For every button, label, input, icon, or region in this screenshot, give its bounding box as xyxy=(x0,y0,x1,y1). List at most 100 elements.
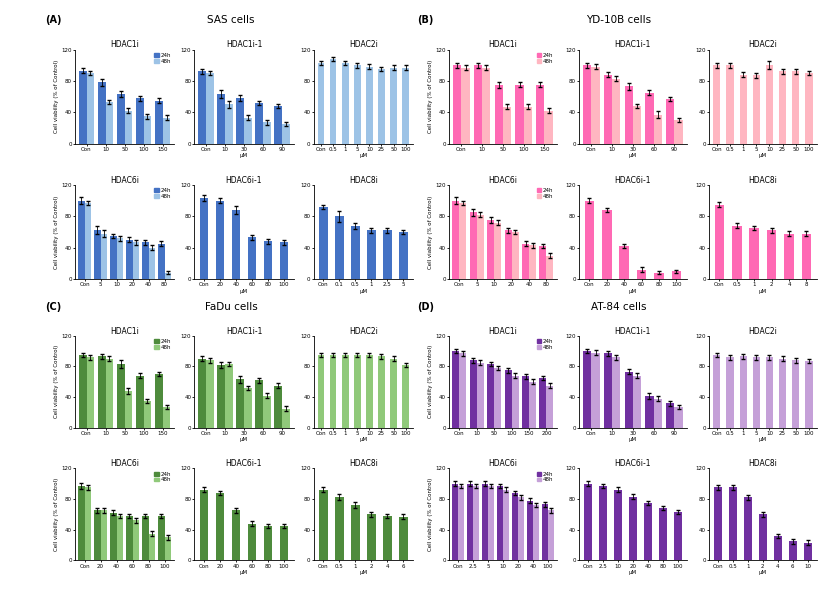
Bar xyxy=(527,501,533,561)
Bar xyxy=(494,368,501,428)
Bar xyxy=(645,396,653,428)
Bar xyxy=(620,246,629,279)
Title: HDAC6i: HDAC6i xyxy=(110,176,139,185)
X-axis label: μM: μM xyxy=(629,437,637,442)
Bar xyxy=(101,510,107,561)
Bar xyxy=(518,498,524,561)
Bar xyxy=(633,376,641,428)
X-axis label: μM: μM xyxy=(629,570,637,575)
Bar xyxy=(460,203,466,279)
Bar xyxy=(674,120,683,144)
Bar xyxy=(206,360,214,428)
X-axis label: μM: μM xyxy=(240,153,248,158)
X-axis label: μM: μM xyxy=(360,153,367,158)
Bar xyxy=(248,524,257,561)
Bar xyxy=(739,75,747,144)
Bar xyxy=(544,111,553,144)
Y-axis label: Cell viability (% of Control): Cell viability (% of Control) xyxy=(428,60,433,133)
Bar xyxy=(318,355,324,428)
Bar xyxy=(583,65,592,144)
Title: HDAC8i: HDAC8i xyxy=(349,176,378,185)
Bar xyxy=(79,71,87,144)
Bar xyxy=(612,357,620,428)
Text: (D): (D) xyxy=(417,302,434,312)
Bar xyxy=(759,515,767,561)
Bar xyxy=(133,242,139,279)
Bar xyxy=(548,510,554,561)
Bar xyxy=(805,361,813,428)
Bar xyxy=(540,246,546,279)
Bar xyxy=(512,232,519,279)
Text: FaDu cells: FaDu cells xyxy=(205,302,257,312)
Bar xyxy=(232,210,240,279)
Bar xyxy=(482,484,488,561)
Bar xyxy=(792,360,799,428)
Bar xyxy=(125,391,132,428)
Bar xyxy=(200,490,209,561)
Bar xyxy=(516,85,524,144)
X-axis label: μM: μM xyxy=(629,289,637,294)
Bar xyxy=(390,359,397,428)
Legend: 24h, 48h: 24h, 48h xyxy=(153,338,172,350)
Bar xyxy=(225,104,233,144)
Bar xyxy=(614,490,622,561)
Bar xyxy=(87,357,94,428)
Bar xyxy=(674,512,682,561)
Title: HDAC2i: HDAC2i xyxy=(349,40,378,50)
Bar xyxy=(354,355,361,428)
Bar xyxy=(256,103,263,144)
Bar xyxy=(217,365,225,428)
Text: (C): (C) xyxy=(45,302,62,312)
Bar xyxy=(155,100,163,144)
Title: HDAC1i-1: HDAC1i-1 xyxy=(615,327,651,336)
Bar xyxy=(625,86,633,144)
Y-axis label: Cell viability (% of Control): Cell viability (% of Control) xyxy=(428,195,433,269)
Bar xyxy=(263,526,272,561)
Bar xyxy=(282,124,290,144)
Bar xyxy=(644,503,652,561)
Bar xyxy=(726,357,733,428)
Bar xyxy=(666,403,674,428)
Bar xyxy=(330,59,337,144)
Bar xyxy=(604,353,612,428)
X-axis label: μM: μM xyxy=(759,289,767,294)
Bar xyxy=(653,115,662,144)
X-axis label: μM: μM xyxy=(759,153,767,158)
Bar xyxy=(779,359,786,428)
Bar xyxy=(248,237,257,279)
Y-axis label: Cell viability (% of Control): Cell viability (% of Control) xyxy=(54,345,59,419)
Bar xyxy=(752,357,760,428)
Bar xyxy=(739,356,747,428)
Bar xyxy=(522,244,529,279)
Bar xyxy=(512,493,518,561)
Bar xyxy=(133,521,139,561)
Bar xyxy=(546,385,554,428)
Bar xyxy=(330,355,337,428)
Bar xyxy=(779,71,786,144)
Title: HDAC1i: HDAC1i xyxy=(111,327,139,336)
Title: HDAC6i-1: HDAC6i-1 xyxy=(615,459,651,468)
Title: HDAC8i: HDAC8i xyxy=(748,459,777,468)
Bar xyxy=(275,106,282,144)
Bar xyxy=(85,203,91,279)
Title: HDAC1i-1: HDAC1i-1 xyxy=(615,40,651,50)
Bar xyxy=(474,65,482,144)
X-axis label: μM: μM xyxy=(240,570,248,575)
Bar xyxy=(158,244,164,279)
Bar xyxy=(766,231,776,279)
Bar xyxy=(714,205,724,279)
Bar xyxy=(584,484,592,561)
Bar xyxy=(452,351,460,428)
Bar xyxy=(473,486,479,561)
Bar xyxy=(232,510,240,561)
Title: HDAC1i: HDAC1i xyxy=(111,40,139,50)
Title: HDAC8i: HDAC8i xyxy=(748,176,777,185)
Bar xyxy=(714,487,722,561)
Bar xyxy=(85,487,91,561)
Bar xyxy=(367,231,375,279)
Bar xyxy=(629,496,637,561)
Y-axis label: Cell viability (% of Control): Cell viability (% of Control) xyxy=(54,60,59,133)
Title: HDAC2i: HDAC2i xyxy=(748,40,777,50)
Bar xyxy=(263,123,271,144)
Y-axis label: Cell viability (% of Control): Cell viability (% of Control) xyxy=(428,478,433,551)
